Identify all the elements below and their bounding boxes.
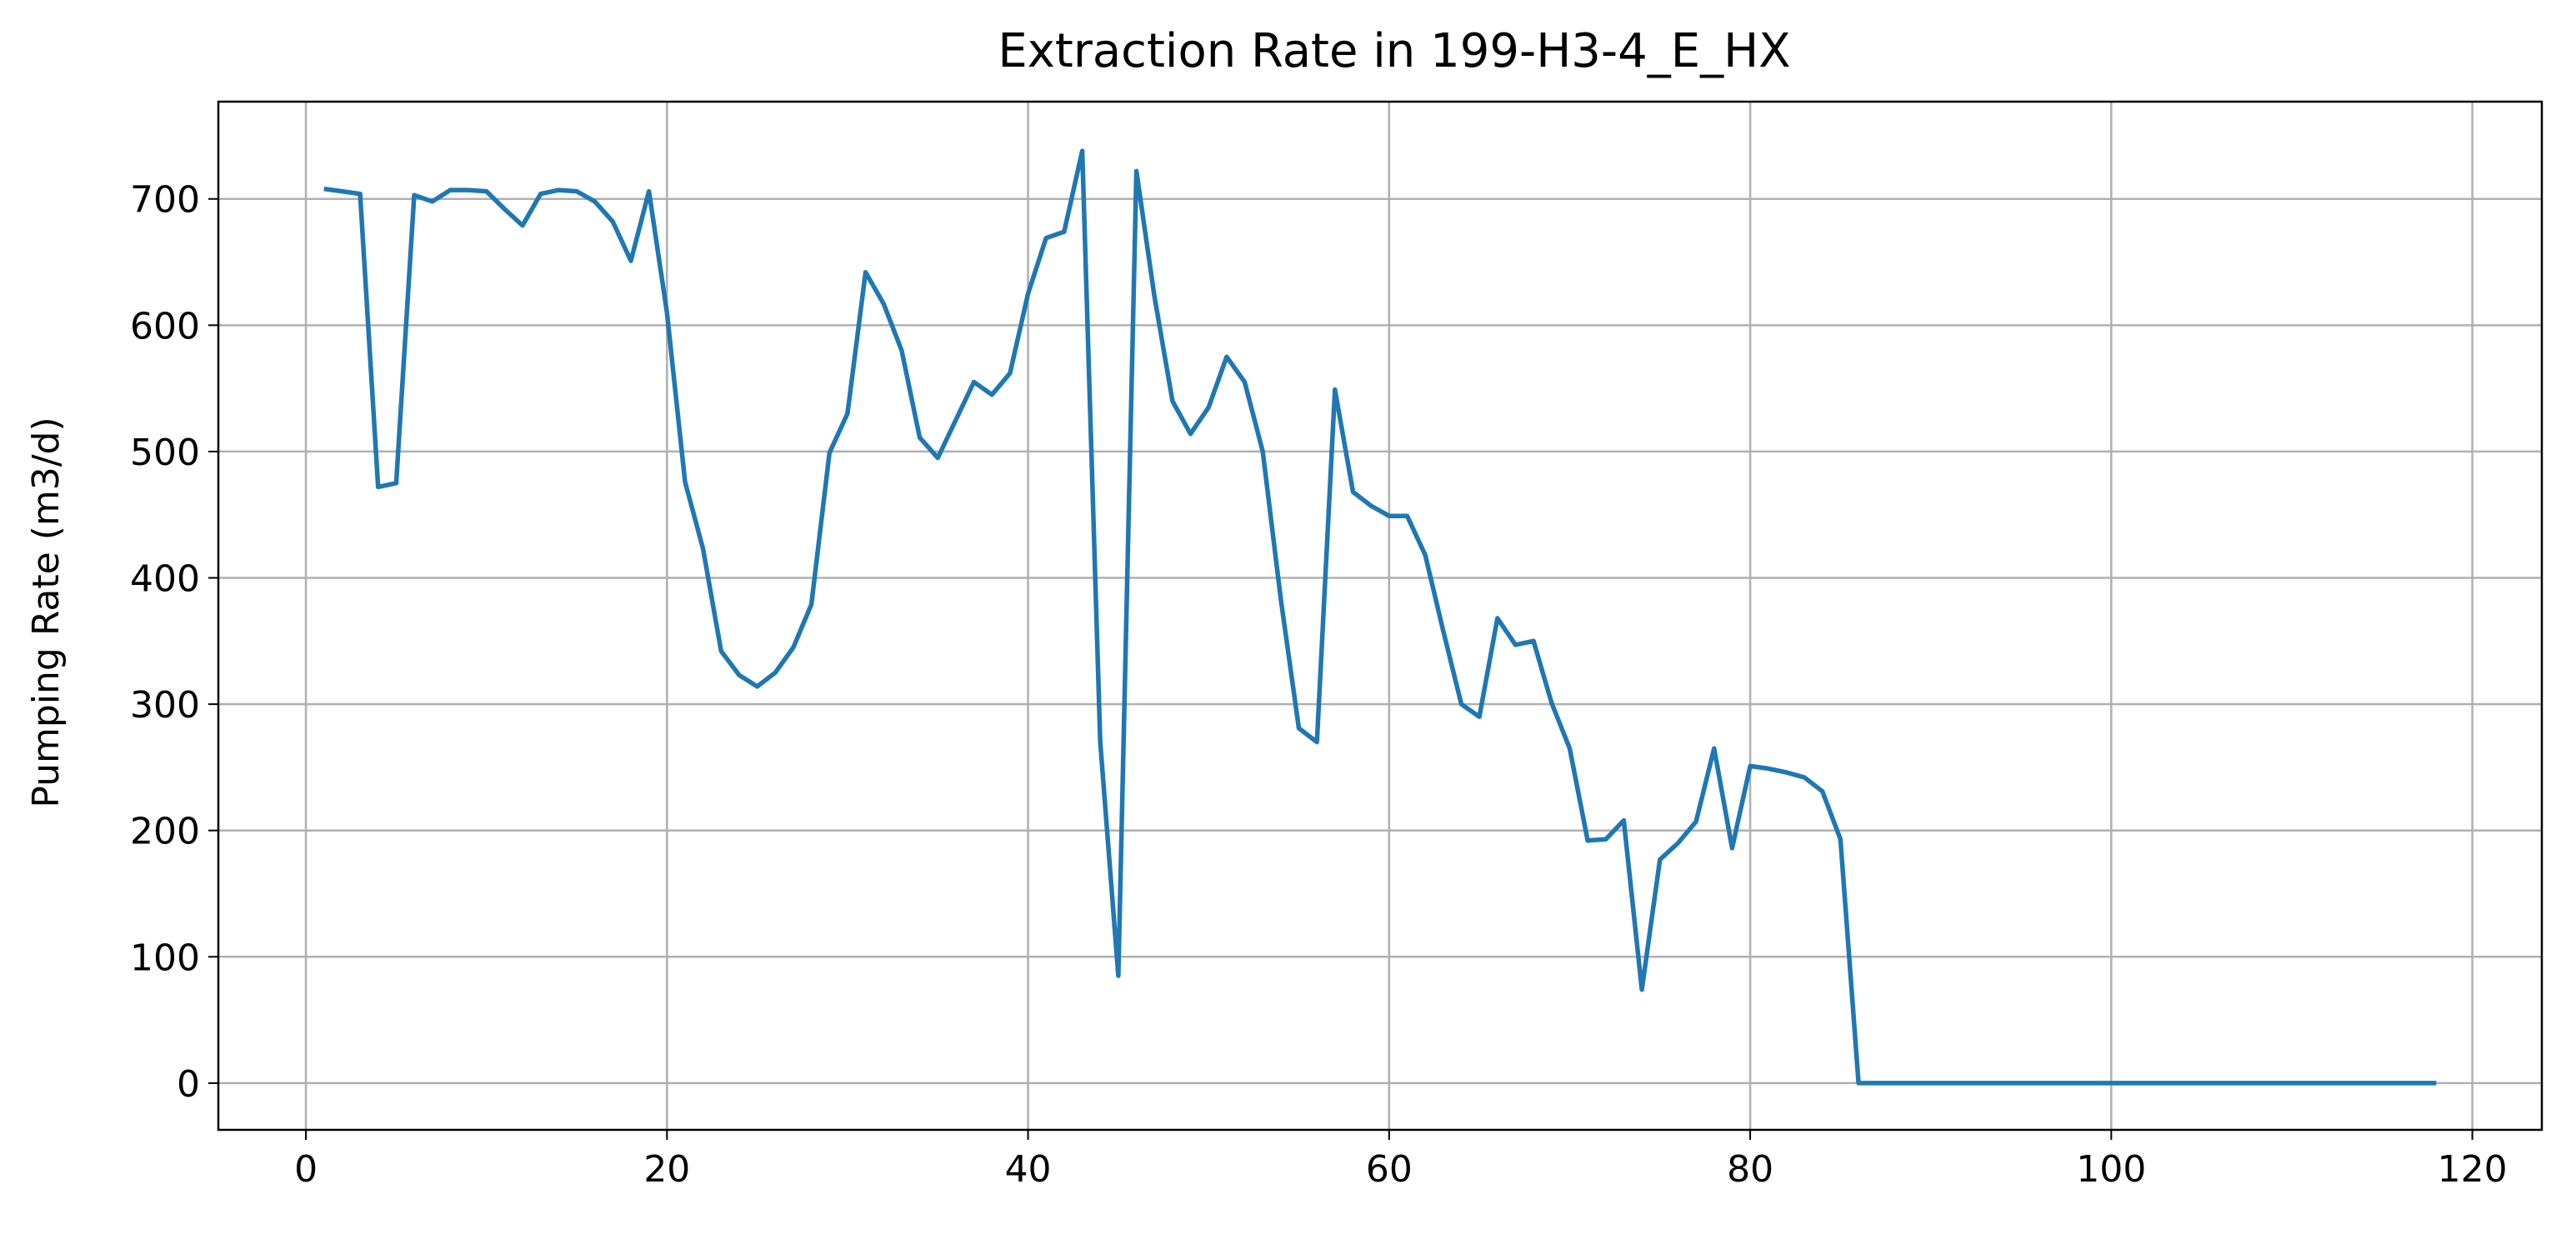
x-tick-label: 0: [294, 1148, 318, 1191]
x-tick-label: 40: [1005, 1148, 1052, 1191]
x-tick-label: 60: [1366, 1148, 1413, 1191]
plot-frame: [217, 100, 2543, 1132]
y-tick-label: 200: [130, 811, 200, 853]
series-layer: [323, 148, 2437, 1086]
y-tick-label: 0: [177, 1063, 200, 1106]
x-tick-label: 120: [2438, 1148, 2508, 1191]
y-tick-label: 300: [130, 684, 200, 727]
chart-title: Extraction Rate in 199-H3-4_E_HX: [998, 24, 1790, 78]
x-tick-label: 100: [2076, 1148, 2146, 1191]
y-tick-label: 700: [130, 179, 200, 222]
y-tick-label: 600: [130, 305, 200, 347]
x-tick-label: 80: [1727, 1148, 1773, 1191]
series-line: [323, 148, 2437, 1086]
y-axis-label: Pumping Rate (m3/d): [25, 417, 68, 807]
grid-lines: [218, 102, 2542, 1130]
y-tick-label: 500: [130, 432, 200, 474]
y-tick-label: 400: [130, 558, 200, 601]
axis-ticks: 0 20 40 60 80 100 120 0 100 200 300 400 500 600 700: [130, 179, 2508, 1191]
y-tick-label: 100: [130, 937, 200, 979]
x-tick-label: 20: [643, 1148, 690, 1191]
